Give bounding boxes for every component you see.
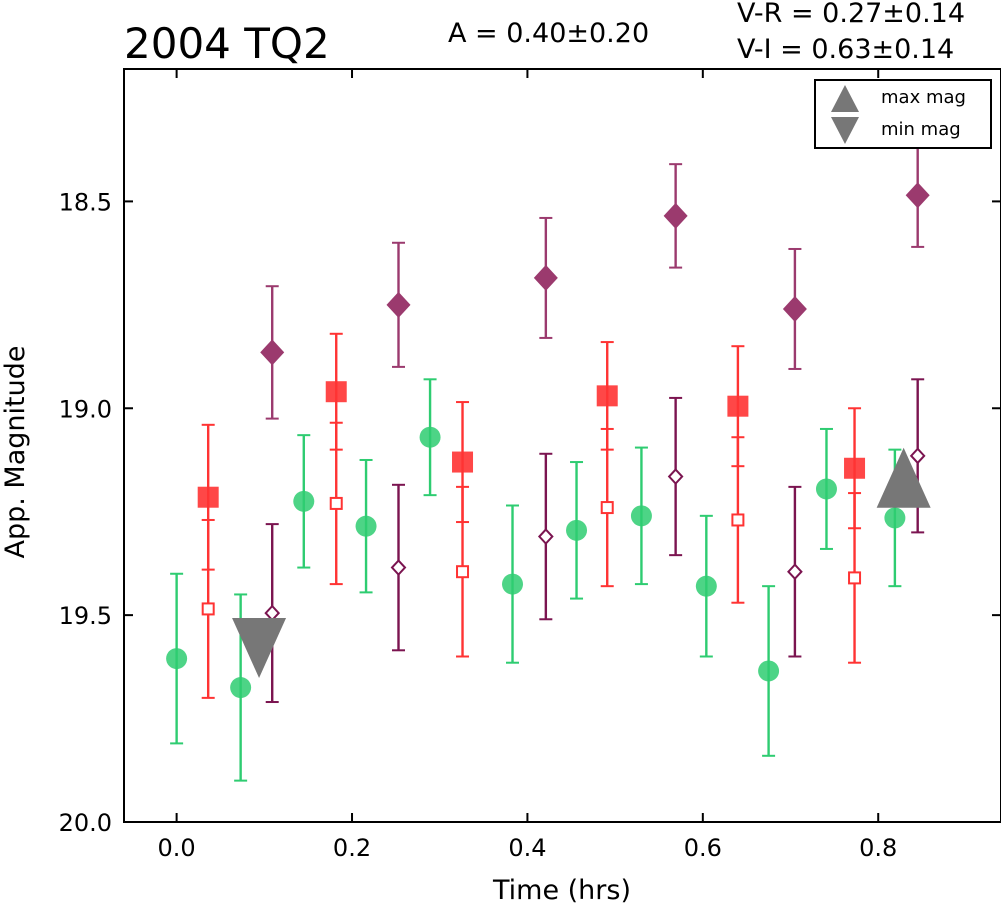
open-square-point bbox=[329, 496, 343, 510]
circle-point bbox=[630, 505, 652, 527]
circle-point bbox=[566, 519, 588, 541]
y-tick-label: 18.5 bbox=[59, 188, 112, 216]
open-diamond-point bbox=[787, 563, 803, 581]
v-r-color-annotation: V-R = 0.27±0.14 bbox=[737, 0, 965, 29]
max-mag-triangle bbox=[876, 447, 931, 508]
square-point bbox=[727, 395, 749, 417]
x-tick-label: 0.0 bbox=[158, 834, 196, 862]
diamond-point bbox=[386, 291, 411, 318]
circle-point bbox=[419, 426, 441, 448]
legend-label-max-mag: max mag bbox=[881, 87, 966, 108]
legend: max mag min mag bbox=[814, 79, 992, 149]
y-tick-label: 20.0 bbox=[59, 809, 112, 837]
x-axis-label: Time (hrs) bbox=[492, 875, 631, 904]
circle-point bbox=[502, 573, 524, 595]
diamond-point bbox=[663, 202, 688, 229]
square-point bbox=[596, 385, 618, 407]
amplitude-annotation: A = 0.40±0.20 bbox=[448, 18, 649, 49]
x-tick-label: 0.2 bbox=[333, 834, 371, 862]
open-square-point bbox=[201, 602, 215, 616]
circle-point bbox=[355, 515, 377, 537]
open-square-point bbox=[848, 571, 862, 585]
open-square-point bbox=[600, 501, 614, 515]
y-tick-label: 19.5 bbox=[59, 602, 112, 630]
y-axis-label: App. Magnitude bbox=[0, 346, 31, 559]
circle-point bbox=[166, 648, 188, 670]
diamond-point bbox=[905, 182, 930, 209]
open-diamond-point bbox=[909, 447, 926, 465]
plot-frame bbox=[123, 68, 1001, 823]
diamond-point bbox=[533, 264, 558, 291]
x-tick-label: 0.6 bbox=[684, 834, 722, 862]
legend-max-mag-icon bbox=[831, 85, 859, 112]
circle-point bbox=[293, 490, 315, 512]
error-bars bbox=[170, 142, 925, 782]
circle-point bbox=[695, 575, 717, 597]
diamond-point bbox=[782, 295, 807, 322]
legend-min-mag-icon bbox=[831, 117, 859, 144]
x-tick-label: 0.4 bbox=[508, 834, 546, 862]
data-markers bbox=[166, 182, 931, 699]
open-diamond-point bbox=[537, 528, 554, 545]
circle-point bbox=[815, 478, 837, 500]
square-point bbox=[452, 451, 474, 473]
open-square-point bbox=[731, 513, 745, 527]
open-diamond-point bbox=[667, 468, 684, 485]
v-i-color-annotation: V-I = 0.63±0.14 bbox=[737, 34, 954, 65]
square-point bbox=[325, 381, 347, 403]
y-tick-label: 19.0 bbox=[59, 395, 112, 423]
chart-title: 2004 TQ2 bbox=[124, 19, 330, 68]
open-diamond-point bbox=[390, 559, 407, 577]
circle-point bbox=[758, 660, 780, 682]
diamond-point bbox=[260, 339, 285, 366]
axis-ticks: 0.0 0.2 0.4 0.6 0.8 18.5 19.0 19.5 20.0 bbox=[59, 69, 1001, 862]
x-tick-label: 0.8 bbox=[859, 834, 897, 862]
square-point bbox=[197, 486, 219, 508]
circle-point bbox=[884, 507, 906, 529]
min-mag-triangle bbox=[232, 617, 287, 678]
open-square-point bbox=[456, 565, 470, 579]
legend-label-min-mag: min mag bbox=[881, 119, 961, 140]
square-point bbox=[844, 457, 866, 479]
circle-point bbox=[230, 677, 252, 699]
